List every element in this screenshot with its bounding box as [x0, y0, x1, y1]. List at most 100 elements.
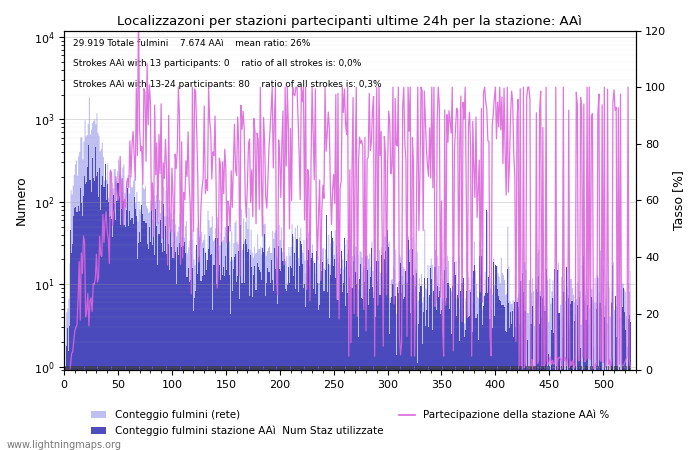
Bar	[619, 366, 620, 450]
Bar	[244, 283, 245, 450]
Bar	[66, 328, 68, 450]
Bar	[481, 256, 482, 450]
Bar	[212, 310, 214, 450]
Bar	[232, 291, 233, 450]
Bar	[557, 270, 559, 450]
Bar	[205, 253, 206, 450]
Bar	[301, 244, 302, 450]
Bar	[351, 288, 353, 450]
Bar	[509, 328, 510, 450]
Bar	[337, 300, 339, 450]
Bar	[515, 327, 517, 450]
Bar	[122, 192, 123, 450]
Bar	[597, 277, 598, 450]
Bar	[88, 145, 90, 450]
Bar	[421, 344, 423, 450]
Bar	[563, 292, 564, 450]
Bar	[176, 284, 177, 450]
Bar	[397, 287, 398, 450]
Bar	[110, 216, 111, 450]
Bar	[114, 203, 116, 450]
Title: Localizzazoni per stazioni partecipanti ultime 24h per la stazione: AAì: Localizzazoni per stazioni partecipanti …	[118, 15, 582, 28]
Bar	[456, 315, 457, 450]
Bar	[82, 216, 83, 450]
Bar	[461, 283, 463, 450]
Bar	[76, 212, 78, 450]
Bar	[468, 317, 469, 450]
Text: 29.919 Totale fulmini    7.674 AAì    mean ratio: 26%: 29.919 Totale fulmini 7.674 AAì mean rat…	[73, 39, 310, 48]
Bar	[151, 205, 152, 450]
Bar	[449, 288, 451, 450]
Bar	[160, 243, 162, 450]
Bar	[258, 267, 259, 450]
Bar	[138, 243, 139, 450]
Bar	[547, 354, 549, 450]
Bar	[226, 270, 228, 450]
Bar	[290, 266, 291, 450]
Bar	[70, 230, 71, 450]
Y-axis label: Numero: Numero	[15, 176, 28, 225]
Bar	[217, 238, 218, 450]
Bar	[345, 306, 346, 450]
Partecipazione della stazione AAì %	[61, 366, 69, 372]
Bar	[359, 279, 360, 450]
Bar	[622, 307, 623, 450]
Bar	[357, 273, 358, 450]
Bar	[577, 306, 578, 450]
Partecipazione della stazione AAì %	[626, 365, 634, 370]
Bar	[477, 341, 479, 450]
Bar	[130, 220, 132, 450]
Bar	[281, 248, 282, 450]
Bar	[284, 259, 285, 450]
Bar	[86, 182, 88, 450]
Text: www.lightningmaps.org: www.lightningmaps.org	[7, 440, 122, 450]
Bar	[263, 252, 264, 450]
Bar	[629, 315, 630, 450]
Bar	[387, 230, 388, 450]
Bar	[241, 283, 242, 450]
Bar	[216, 284, 217, 450]
Bar	[354, 256, 355, 450]
Bar	[411, 292, 412, 450]
Bar	[525, 311, 526, 450]
Bar	[192, 268, 193, 450]
Bar	[433, 291, 435, 450]
Bar	[522, 273, 523, 450]
Bar	[218, 251, 219, 450]
Bar	[402, 285, 403, 450]
Bar	[315, 294, 316, 450]
Bar	[271, 260, 272, 450]
Bar	[483, 306, 484, 450]
Bar	[268, 272, 270, 450]
Partecipazione della stazione AAì %	[268, 85, 277, 90]
Bar	[391, 297, 393, 450]
Bar	[309, 266, 311, 450]
Bar	[291, 268, 292, 450]
Bar	[415, 286, 416, 450]
Bar	[365, 256, 367, 450]
Bar	[425, 326, 426, 450]
Bar	[475, 318, 477, 450]
Bar	[624, 312, 625, 450]
Bar	[348, 249, 349, 450]
Bar	[306, 238, 307, 450]
Bar	[132, 224, 134, 450]
Bar	[292, 234, 293, 450]
Bar	[272, 280, 273, 450]
Bar	[427, 278, 428, 450]
Bar	[531, 306, 533, 450]
Bar	[125, 227, 126, 450]
Bar	[108, 217, 110, 450]
Bar	[512, 311, 513, 450]
Bar	[251, 267, 252, 450]
Bar	[447, 283, 449, 450]
Bar	[163, 204, 164, 450]
Bar	[485, 292, 486, 450]
Bar	[361, 297, 362, 450]
Bar	[401, 292, 402, 450]
Bar	[239, 299, 240, 450]
Bar	[435, 310, 437, 450]
Bar	[584, 302, 585, 450]
Bar	[97, 172, 98, 450]
Bar	[168, 244, 169, 450]
